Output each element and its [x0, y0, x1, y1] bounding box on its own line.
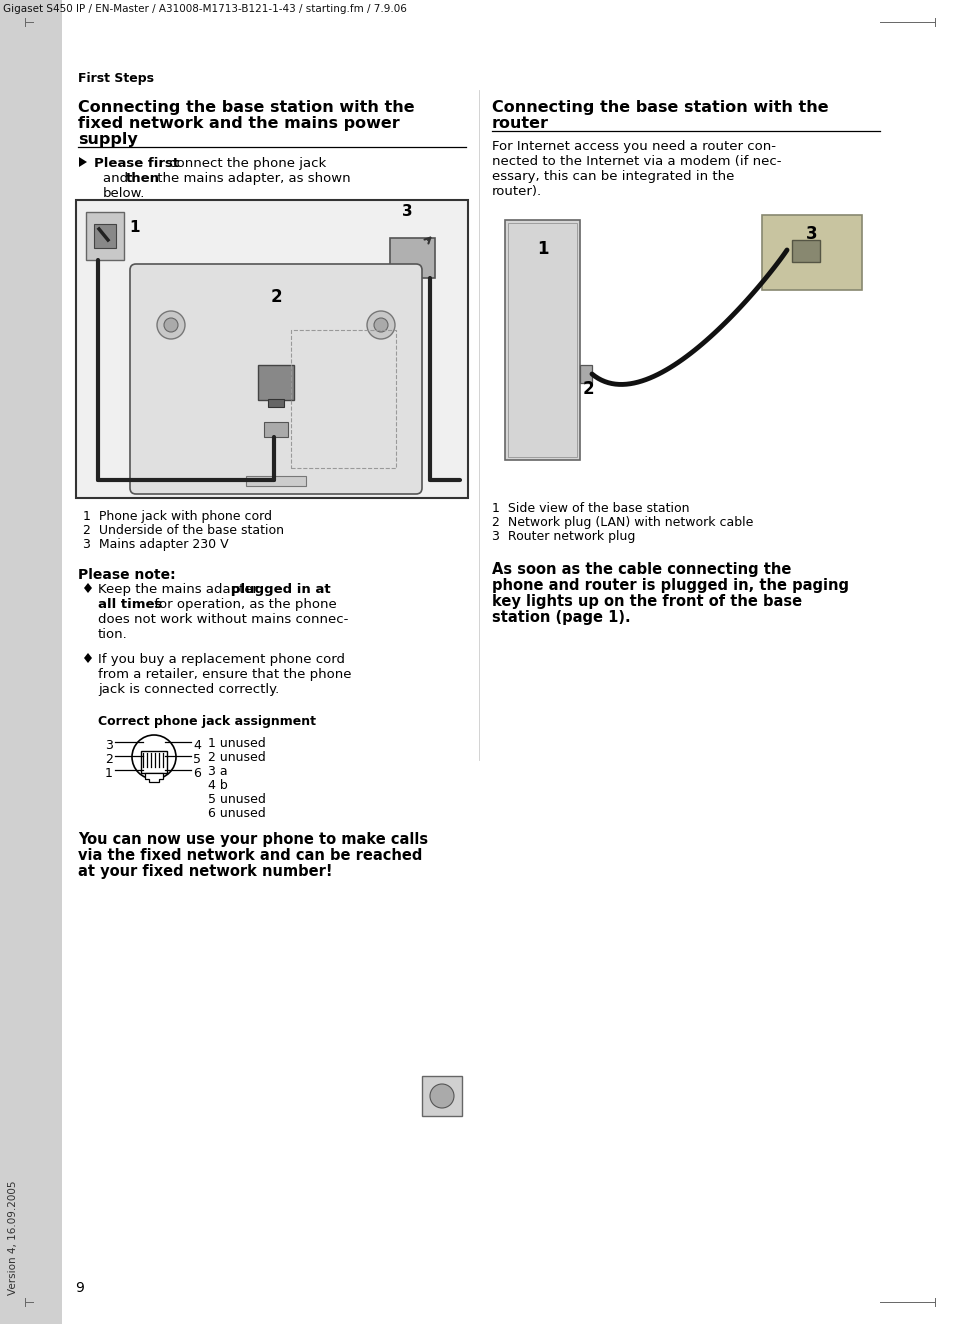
Text: fixed network and the mains power: fixed network and the mains power: [78, 117, 399, 131]
Text: Please note:: Please note:: [78, 568, 175, 583]
Circle shape: [164, 318, 178, 332]
Text: Gigaset S450 IP / EN-Master / A31008-M1713-B121-1-43 / starting.fm / 7.9.06: Gigaset S450 IP / EN-Master / A31008-M17…: [3, 4, 407, 15]
Bar: [405, 278, 420, 286]
Bar: [246, 477, 306, 486]
Text: 5 unused: 5 unused: [208, 793, 266, 806]
Text: 3  Router network plug: 3 Router network plug: [492, 530, 635, 543]
Bar: [94, 224, 116, 248]
Text: all times: all times: [98, 598, 162, 610]
Text: 2 unused: 2 unused: [208, 751, 265, 764]
Circle shape: [367, 311, 395, 339]
Text: Keep the mains adapter: Keep the mains adapter: [98, 583, 262, 596]
Text: station (page 1).: station (page 1).: [492, 610, 630, 625]
Text: from a retailer, ensure that the phone: from a retailer, ensure that the phone: [98, 669, 352, 681]
Text: 2: 2: [105, 753, 113, 767]
Text: 3  Mains adapter 230 V: 3 Mains adapter 230 V: [83, 538, 229, 551]
Bar: [86, 212, 124, 260]
Text: 1  Phone jack with phone cord: 1 Phone jack with phone cord: [83, 510, 272, 523]
Text: phone and router is plugged in, the paging: phone and router is plugged in, the pagi…: [492, 579, 849, 593]
Bar: [390, 238, 435, 278]
Text: supply: supply: [78, 132, 138, 147]
Text: Connecting the base station with the: Connecting the base station with the: [492, 101, 829, 115]
Text: and: and: [103, 172, 132, 185]
Text: As soon as the cable connecting the: As soon as the cable connecting the: [492, 561, 791, 577]
Bar: [762, 214, 862, 290]
Text: 6: 6: [193, 767, 201, 780]
Text: 9: 9: [75, 1282, 84, 1295]
Bar: [264, 422, 288, 437]
Text: 3: 3: [807, 225, 818, 244]
Text: For Internet access you need a router con-: For Internet access you need a router co…: [492, 140, 776, 154]
Text: Correct phone jack assignment: Correct phone jack assignment: [98, 715, 316, 728]
Bar: [258, 365, 294, 400]
Text: 1: 1: [129, 220, 140, 234]
Circle shape: [157, 311, 185, 339]
Text: 4: 4: [193, 739, 201, 752]
Text: nected to the Internet via a modem (if nec-: nected to the Internet via a modem (if n…: [492, 155, 782, 168]
Text: 2: 2: [583, 380, 595, 399]
Circle shape: [430, 1084, 454, 1108]
Text: via the fixed network and can be reached: via the fixed network and can be reached: [78, 847, 422, 863]
Polygon shape: [84, 653, 92, 663]
Text: for operation, as the phone: for operation, as the phone: [150, 598, 337, 610]
Bar: [505, 220, 580, 459]
Bar: [422, 1076, 462, 1116]
Text: Please first: Please first: [94, 158, 179, 169]
Polygon shape: [145, 773, 163, 782]
Text: the mains adapter, as shown: the mains adapter, as shown: [153, 172, 351, 185]
Text: 4 b: 4 b: [208, 779, 228, 792]
Bar: [291, 330, 396, 467]
Text: 1 unused: 1 unused: [208, 737, 265, 749]
Polygon shape: [79, 158, 87, 167]
Text: does not work without mains connec-: does not work without mains connec-: [98, 613, 349, 626]
Text: router).: router).: [492, 185, 542, 199]
Text: then: then: [126, 172, 160, 185]
Bar: [580, 365, 592, 383]
Text: jack is connected correctly.: jack is connected correctly.: [98, 683, 279, 696]
Bar: [0, 0, 62, 1324]
Circle shape: [374, 318, 388, 332]
Text: at your fixed network number!: at your fixed network number!: [78, 865, 332, 879]
Text: If you buy a replacement phone cord: If you buy a replacement phone cord: [98, 653, 345, 666]
Text: You can now use your phone to make calls: You can now use your phone to make calls: [78, 831, 428, 847]
Text: Connecting the base station with the: Connecting the base station with the: [78, 101, 415, 115]
Text: key lights up on the front of the base: key lights up on the front of the base: [492, 594, 802, 609]
Bar: [141, 751, 167, 773]
Text: below.: below.: [103, 187, 146, 200]
Bar: [508, 222, 577, 457]
Text: 5: 5: [193, 753, 201, 767]
Text: connect the phone jack: connect the phone jack: [165, 158, 327, 169]
Bar: [792, 240, 820, 262]
Text: 2  Network plug (LAN) with network cable: 2 Network plug (LAN) with network cable: [492, 516, 753, 530]
Polygon shape: [84, 583, 92, 593]
Text: 2  Underside of the base station: 2 Underside of the base station: [83, 524, 284, 538]
Bar: [76, 200, 468, 498]
Text: First Steps: First Steps: [78, 71, 154, 85]
Text: 2: 2: [270, 289, 282, 306]
Text: 1: 1: [105, 767, 113, 780]
Text: 3: 3: [402, 204, 413, 218]
Text: 3: 3: [105, 739, 113, 752]
Text: plugged in at: plugged in at: [231, 583, 331, 596]
Text: 3 a: 3 a: [208, 765, 228, 779]
Text: tion.: tion.: [98, 628, 127, 641]
Text: 6 unused: 6 unused: [208, 808, 265, 820]
Bar: [268, 399, 284, 406]
Circle shape: [132, 735, 176, 779]
Text: essary, this can be integrated in the: essary, this can be integrated in the: [492, 169, 735, 183]
FancyBboxPatch shape: [130, 263, 422, 494]
Text: 1: 1: [536, 240, 548, 258]
Text: Version 4, 16.09.2005: Version 4, 16.09.2005: [8, 1181, 18, 1295]
Text: router: router: [492, 117, 549, 131]
Text: 1  Side view of the base station: 1 Side view of the base station: [492, 502, 690, 515]
